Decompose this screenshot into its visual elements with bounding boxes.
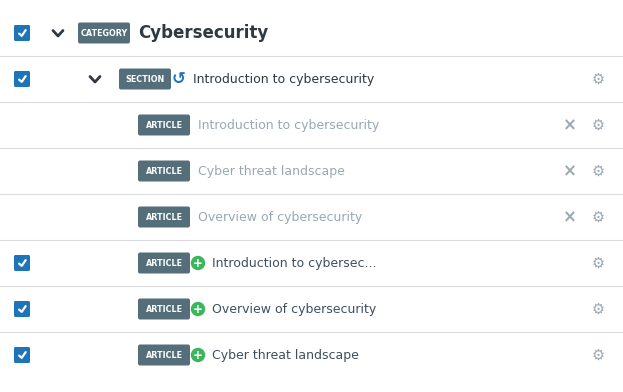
FancyBboxPatch shape xyxy=(119,69,171,89)
FancyBboxPatch shape xyxy=(138,298,190,319)
Text: Cyber threat landscape: Cyber threat landscape xyxy=(198,165,345,178)
Text: ⚙: ⚙ xyxy=(591,209,604,225)
Text: +: + xyxy=(193,257,203,270)
FancyBboxPatch shape xyxy=(14,71,30,87)
Circle shape xyxy=(191,348,204,361)
Text: ×: × xyxy=(563,162,577,180)
Text: CATEGORY: CATEGORY xyxy=(80,29,128,38)
Text: ×: × xyxy=(563,208,577,226)
Text: ↺: ↺ xyxy=(172,70,186,88)
Text: ⚙: ⚙ xyxy=(591,256,604,270)
Circle shape xyxy=(191,256,204,270)
FancyBboxPatch shape xyxy=(138,160,190,181)
Text: ARTICLE: ARTICLE xyxy=(146,350,183,359)
Text: Introduction to cybersecurity: Introduction to cybersecurity xyxy=(193,73,374,85)
Text: Cyber threat landscape: Cyber threat landscape xyxy=(212,348,359,361)
Text: ARTICLE: ARTICLE xyxy=(146,167,183,176)
Text: ARTICLE: ARTICLE xyxy=(146,120,183,129)
Text: +: + xyxy=(193,303,203,316)
FancyBboxPatch shape xyxy=(14,347,30,363)
FancyBboxPatch shape xyxy=(138,114,190,136)
Text: ⚙: ⚙ xyxy=(591,118,604,132)
FancyBboxPatch shape xyxy=(14,301,30,317)
FancyBboxPatch shape xyxy=(138,207,190,227)
Text: ⚙: ⚙ xyxy=(591,347,604,363)
Text: ⚙: ⚙ xyxy=(591,301,604,316)
Text: Introduction to cybersec...: Introduction to cybersec... xyxy=(212,256,376,270)
Text: SECTION: SECTION xyxy=(125,74,164,83)
Circle shape xyxy=(191,303,204,316)
Text: +: + xyxy=(193,349,203,362)
Text: Overview of cybersecurity: Overview of cybersecurity xyxy=(198,211,362,223)
FancyBboxPatch shape xyxy=(14,25,30,41)
FancyBboxPatch shape xyxy=(14,255,30,271)
Text: ARTICLE: ARTICLE xyxy=(146,258,183,267)
Text: Overview of cybersecurity: Overview of cybersecurity xyxy=(212,303,376,316)
Text: Cybersecurity: Cybersecurity xyxy=(138,24,269,42)
Text: ×: × xyxy=(563,116,577,134)
Text: ARTICLE: ARTICLE xyxy=(146,212,183,221)
Text: ⚙: ⚙ xyxy=(591,163,604,178)
Text: ⚙: ⚙ xyxy=(591,71,604,87)
FancyBboxPatch shape xyxy=(78,22,130,44)
FancyBboxPatch shape xyxy=(138,345,190,365)
FancyBboxPatch shape xyxy=(138,252,190,274)
Text: ARTICLE: ARTICLE xyxy=(146,305,183,314)
Text: Introduction to cybersecurity: Introduction to cybersecurity xyxy=(198,118,379,131)
